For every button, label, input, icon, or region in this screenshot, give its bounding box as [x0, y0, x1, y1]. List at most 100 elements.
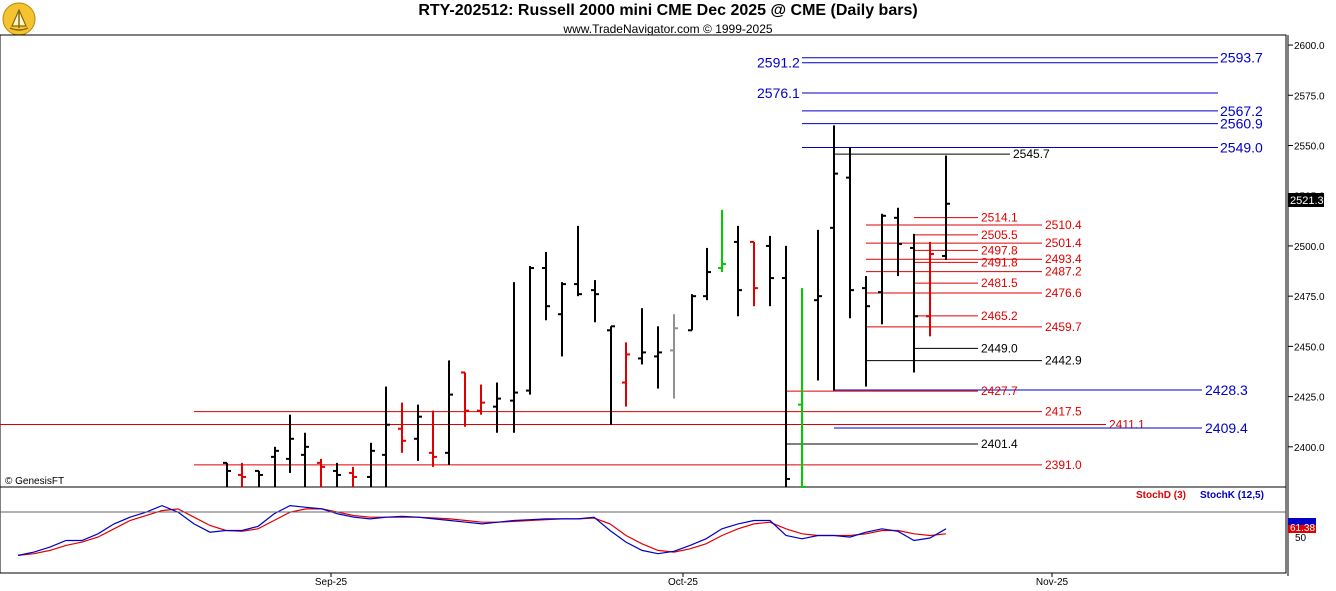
ohlc-bar	[493, 382, 501, 433]
level-label: 2391.0	[1045, 458, 1082, 472]
ohlc-bar	[766, 235, 774, 307]
last-price-tag	[1288, 193, 1324, 207]
tradenavigator-logo-icon	[2, 2, 36, 36]
ohlc-bar	[317, 458, 325, 487]
stochastic-panel-frame	[0, 486, 1287, 574]
level-label: 2560.9	[1220, 116, 1263, 132]
ohlc-bar	[429, 410, 437, 467]
ohlc-bar	[558, 282, 566, 357]
ohlc-bar	[271, 446, 279, 487]
ohlc-bar	[910, 233, 918, 373]
stochk-line	[17, 504, 947, 556]
stochastic-indicator	[17, 504, 947, 556]
stochk-label: StochK (12,5)	[1200, 490, 1264, 501]
level-label: 2591.2	[757, 55, 800, 71]
ohlc-bar	[798, 288, 806, 488]
level-label: 2487.2	[1045, 265, 1082, 279]
y-tick-label: 2600.0	[1294, 41, 1325, 52]
last-price-label: 2521.3	[1290, 195, 1324, 207]
chart-title: RTY-202512: Russell 2000 mini CME Dec 20…	[418, 2, 918, 19]
ohlc-bar	[398, 402, 406, 453]
level-label: 2593.7	[1220, 50, 1263, 66]
ohlc-bar	[526, 266, 534, 395]
level-label: 2459.7	[1045, 320, 1082, 334]
level-label: 2497.8	[981, 243, 1018, 257]
level-label: 2510.4	[1045, 218, 1082, 232]
ohlc-bar	[622, 342, 630, 407]
ohlc-bar	[607, 325, 615, 425]
stoch-axis-50: 50	[1295, 533, 1307, 544]
x-axis: Sep-25 Oct-25 Nov-25	[315, 573, 1069, 588]
ohlc-bar	[782, 245, 790, 487]
stoch-last-value: 61.38	[1290, 523, 1315, 534]
ohlc-bar	[942, 155, 950, 260]
ohlc-bar	[477, 384, 485, 415]
ohlc-bar	[926, 241, 934, 337]
ohlc-bar	[638, 308, 646, 365]
ohlc-bar	[670, 314, 678, 399]
ohlc-bar	[461, 371, 469, 427]
ohlc-bar	[734, 225, 742, 317]
ohlc-bar	[830, 125, 838, 391]
copyright-label: © GenesisFT	[5, 476, 64, 487]
level-label: 2491.8	[981, 255, 1018, 269]
y-axis: 2600.02575.02550.02525.02500.02475.02450…	[1288, 41, 1325, 454]
y-tick-label: 2400.0	[1294, 443, 1325, 454]
level-label: 2493.4	[1045, 252, 1082, 266]
ohlc-bar	[703, 247, 711, 301]
level-label: 2427.7	[981, 384, 1018, 398]
ohlc-bar	[878, 213, 886, 325]
ohlc-bar	[574, 225, 582, 297]
x-tick-label: Sep-25	[315, 577, 348, 588]
ohlc-bar	[591, 280, 599, 323]
y-tick-label: 2450.0	[1294, 342, 1325, 353]
ohlc-bar	[718, 209, 726, 273]
level-label: 2549.0	[1220, 139, 1263, 155]
ohlc-bar	[286, 414, 294, 473]
ohlc-bar	[445, 360, 453, 465]
ohlc-bar	[238, 462, 246, 487]
ohlc-bar	[542, 251, 550, 321]
level-label: 2428.3	[1205, 382, 1248, 398]
ohlc-bar	[510, 282, 518, 433]
level-label: 2465.2	[981, 309, 1018, 323]
ohlc-bar	[688, 294, 696, 332]
level-label: 2442.9	[1045, 354, 1082, 368]
level-label: 2501.4	[1045, 236, 1082, 250]
ohlc-bar	[814, 229, 822, 381]
level-label: 2476.6	[1045, 286, 1082, 300]
stochd-value-tag	[1288, 525, 1316, 533]
ohlc-bar	[862, 276, 870, 387]
stochd-line	[17, 508, 947, 556]
level-label: 2449.0	[981, 341, 1018, 355]
ohlc-bar	[223, 461, 231, 487]
level-label: 2481.5	[981, 276, 1018, 290]
y-tick-label: 2425.0	[1294, 393, 1325, 404]
ohlc-bar	[846, 147, 854, 319]
x-tick-label: Oct-25	[668, 577, 698, 588]
ohlc-bar	[367, 442, 375, 487]
ohlc-bar	[654, 326, 662, 389]
ohlc-bar	[414, 404, 422, 461]
y-tick-label: 2475.0	[1294, 292, 1325, 303]
y-tick-label: 2575.0	[1294, 91, 1325, 102]
ohlc-bar	[255, 469, 263, 487]
level-label: 2514.1	[981, 211, 1018, 225]
ohlc-bar	[894, 207, 902, 277]
level-label: 2576.1	[757, 85, 800, 101]
level-label: 2417.5	[1045, 405, 1082, 419]
ohlc-bar	[750, 240, 758, 307]
level-label: 2401.4	[981, 437, 1018, 451]
level-label: 2411.1	[1109, 418, 1145, 432]
stochd-label: StochD (3)	[1136, 490, 1186, 501]
stochk-value-tag	[1288, 518, 1316, 525]
ohlc-bar	[382, 386, 390, 487]
y-tick-label: 2550.0	[1294, 141, 1325, 152]
ohlc-bar	[333, 462, 341, 487]
ohlc-bars	[223, 125, 950, 488]
level-label: 2409.4	[1205, 420, 1248, 436]
level-label: 2545.7	[1013, 147, 1050, 161]
ohlc-bar	[349, 466, 357, 487]
ohlc-bar	[301, 432, 309, 487]
